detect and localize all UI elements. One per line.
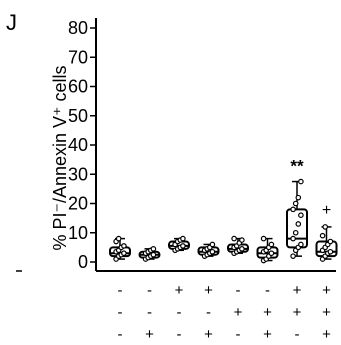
data-point — [294, 231, 298, 235]
treatment-sign: - — [177, 326, 182, 343]
treatment-sign: + — [234, 304, 243, 321]
y-tick-label: 60 — [68, 77, 88, 97]
box-group — [140, 247, 160, 262]
data-point — [328, 250, 332, 254]
data-point — [269, 251, 273, 255]
significance-annotation: + — [322, 202, 331, 219]
data-point — [296, 195, 300, 199]
data-point — [323, 225, 327, 229]
data-point — [294, 201, 298, 205]
significance-annotation: ** — [290, 156, 304, 175]
treatment-signs: - - + + - - + + - - - - + + + + - + - + - + - + — [118, 282, 332, 343]
treatment-sign: - — [236, 282, 241, 299]
data-point — [328, 239, 332, 243]
data-point — [291, 254, 295, 258]
treatment-sign: - — [147, 282, 152, 299]
treatment-sign: + — [293, 282, 302, 299]
y-tick-label: 40 — [68, 135, 88, 155]
data-point — [181, 244, 185, 248]
treatment-sign: + — [263, 304, 272, 321]
treatment-sign: - — [147, 304, 152, 321]
data-point — [210, 250, 214, 254]
panel-label: J — [6, 10, 17, 35]
treatment-sign: + — [322, 326, 331, 343]
data-point — [291, 207, 295, 211]
boxes — [110, 179, 337, 262]
y-tick-label: 50 — [68, 106, 88, 126]
data-point — [299, 213, 303, 217]
data-point — [232, 236, 236, 240]
data-point — [296, 222, 300, 226]
y-tick-label: 70 — [68, 47, 88, 67]
data-point — [269, 242, 273, 246]
data-point — [320, 233, 324, 237]
box-body — [287, 209, 307, 247]
data-point — [122, 251, 126, 255]
y-tick-label: 30 — [68, 164, 88, 184]
y-tick-label: 80 — [68, 18, 88, 38]
y-tick-label: 20 — [68, 194, 88, 214]
treatment-sign: - — [118, 282, 123, 299]
treatment-sign: + — [322, 304, 331, 321]
treatment-sign: + — [293, 304, 302, 321]
treatment-sign: - — [118, 326, 123, 343]
data-point — [240, 238, 244, 242]
data-point — [151, 252, 155, 256]
y-ticks: 0 10 20 30 40 50 60 70 80 — [68, 18, 96, 272]
box-group — [199, 242, 219, 258]
box-group — [317, 225, 337, 262]
treatment-sign: - — [265, 282, 270, 299]
treatment-sign: + — [204, 326, 213, 343]
data-point — [261, 236, 265, 240]
data-point — [291, 236, 295, 240]
treatment-sign: + — [263, 326, 272, 343]
data-point — [151, 247, 155, 251]
treatment-sign: + — [145, 326, 154, 343]
data-point — [181, 236, 185, 240]
data-point — [210, 242, 214, 246]
y-tick-label: 0 — [78, 252, 88, 272]
data-point — [299, 242, 303, 246]
data-point — [117, 236, 121, 240]
box-group — [228, 236, 248, 255]
treatment-sign: - — [236, 326, 241, 343]
treatment-sign: + — [204, 282, 213, 299]
treatment-sign: - — [206, 304, 211, 321]
box-group — [169, 236, 189, 252]
box-group — [258, 236, 278, 262]
y-tick-label: 10 — [68, 223, 88, 243]
data-point — [240, 247, 244, 251]
treatment-sign: - — [295, 326, 300, 343]
data-point — [299, 179, 303, 183]
treatment-sign: + — [322, 282, 331, 299]
treatment-sign: - — [177, 304, 182, 321]
treatment-sign: + — [175, 282, 184, 299]
box-group — [110, 236, 130, 261]
box-group — [287, 179, 307, 258]
data-point — [122, 244, 126, 248]
treatment-sign: - — [118, 304, 123, 321]
